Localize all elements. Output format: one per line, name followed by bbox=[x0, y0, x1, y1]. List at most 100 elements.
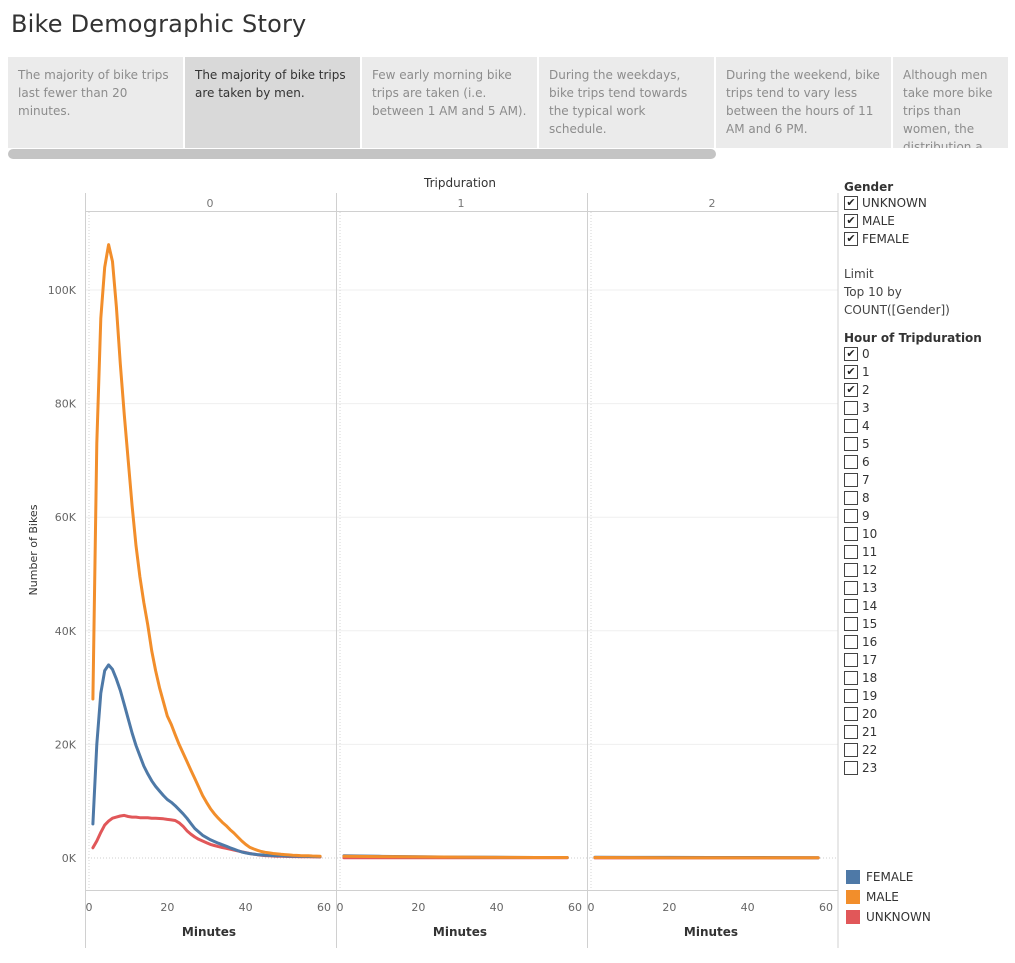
chart-title: Tripduration bbox=[423, 176, 496, 190]
legend-item-female[interactable]: FEMALE bbox=[846, 867, 931, 887]
hour-option-18[interactable]: 18 bbox=[844, 669, 1012, 687]
hour-option-21[interactable]: 21 bbox=[844, 723, 1012, 741]
checkbox[interactable] bbox=[844, 473, 858, 487]
gender-option-female[interactable]: ✔ FEMALE bbox=[844, 230, 1012, 248]
checkbox-label: MALE bbox=[862, 214, 895, 228]
hour-option-23[interactable]: 23 bbox=[844, 759, 1012, 777]
checkbox[interactable] bbox=[844, 653, 858, 667]
limit-line: Top 10 by bbox=[844, 285, 902, 299]
gender-filter-title: Gender bbox=[844, 180, 894, 194]
hour-option-19[interactable]: 19 bbox=[844, 687, 1012, 705]
checkbox-label: UNKNOWN bbox=[862, 196, 927, 210]
checkbox[interactable]: ✔ bbox=[844, 383, 858, 397]
story-scrollbar[interactable] bbox=[8, 149, 716, 159]
story-point-3[interactable]: Few early morning bike trips are taken (… bbox=[362, 57, 537, 148]
story-point-text: The majority of bike trips are taken by … bbox=[195, 68, 346, 100]
story-point-4[interactable]: During the weekdays, bike trips tend tow… bbox=[539, 57, 714, 148]
hour-option-5[interactable]: 5 bbox=[844, 435, 1012, 453]
checkbox-label: FEMALE bbox=[862, 232, 910, 246]
x-tick-label: 60 bbox=[819, 901, 833, 914]
checkbox[interactable] bbox=[844, 707, 858, 721]
checkbox[interactable] bbox=[844, 491, 858, 505]
story-point-2[interactable]: The majority of bike trips are taken by … bbox=[185, 57, 360, 148]
checkbox[interactable] bbox=[844, 761, 858, 775]
checkbox[interactable] bbox=[844, 401, 858, 415]
hour-option-16[interactable]: 16 bbox=[844, 633, 1012, 651]
checkbox[interactable]: ✔ bbox=[844, 214, 858, 228]
checkbox[interactable] bbox=[844, 509, 858, 523]
checkbox-label: 6 bbox=[862, 455, 870, 469]
hour-option-3[interactable]: 3 bbox=[844, 399, 1012, 417]
hour-option-11[interactable]: 11 bbox=[844, 543, 1012, 561]
legend-label: MALE bbox=[866, 890, 899, 904]
story-point-5[interactable]: During the weekend, bike trips tend to v… bbox=[716, 57, 891, 148]
hour-option-9[interactable]: 9 bbox=[844, 507, 1012, 525]
hour-option-4[interactable]: 4 bbox=[844, 417, 1012, 435]
hour-option-10[interactable]: 10 bbox=[844, 525, 1012, 543]
hour-option-14[interactable]: 14 bbox=[844, 597, 1012, 615]
checkbox[interactable] bbox=[844, 743, 858, 757]
checkbox[interactable] bbox=[844, 563, 858, 577]
y-tick-label: 0K bbox=[62, 852, 77, 865]
x-axis-label: Minutes bbox=[684, 925, 738, 939]
checkbox[interactable] bbox=[844, 617, 858, 631]
checkbox-label: 7 bbox=[862, 473, 870, 487]
panel-frames bbox=[85, 193, 839, 948]
hour-option-20[interactable]: 20 bbox=[844, 705, 1012, 723]
legend-swatch bbox=[846, 890, 860, 904]
checkbox[interactable] bbox=[844, 437, 858, 451]
hour-option-22[interactable]: 22 bbox=[844, 741, 1012, 759]
hour-option-13[interactable]: 13 bbox=[844, 579, 1012, 597]
legend-label: UNKNOWN bbox=[866, 910, 931, 924]
checkbox-label: 13 bbox=[862, 581, 878, 595]
hour-option-15[interactable]: 15 bbox=[844, 615, 1012, 633]
legend-item-male[interactable]: MALE bbox=[846, 887, 931, 907]
legend-label: FEMALE bbox=[866, 870, 914, 884]
gender-option-unknown[interactable]: ✔ UNKNOWN bbox=[844, 194, 1012, 212]
x-tick-label: 40 bbox=[741, 901, 755, 914]
hour-option-6[interactable]: 6 bbox=[844, 453, 1012, 471]
legend-swatch bbox=[846, 870, 860, 884]
story-navigator: The majority of bike trips last fewer th… bbox=[8, 57, 1008, 148]
checkbox-label: 20 bbox=[862, 707, 878, 721]
checkbox-label: 22 bbox=[862, 743, 878, 757]
hour-option-1[interactable]: ✔ 1 bbox=[844, 363, 1012, 381]
checkbox-label: 4 bbox=[862, 419, 870, 433]
checkbox[interactable]: ✔ bbox=[844, 365, 858, 379]
hour-option-0[interactable]: ✔ 0 bbox=[844, 345, 1012, 363]
checkbox[interactable] bbox=[844, 455, 858, 469]
checkbox-label: 23 bbox=[862, 761, 878, 775]
gender-option-male[interactable]: ✔ MALE bbox=[844, 212, 1012, 230]
x-tick-label: 0 bbox=[588, 901, 595, 914]
checkbox[interactable] bbox=[844, 527, 858, 541]
hour-option-8[interactable]: 8 bbox=[844, 489, 1012, 507]
x-axis-label: Minutes bbox=[433, 925, 487, 939]
checkbox[interactable]: ✔ bbox=[844, 196, 858, 210]
limit-line: COUNT([Gender]) bbox=[844, 303, 950, 317]
checkbox[interactable] bbox=[844, 545, 858, 559]
grid-layer bbox=[85, 212, 838, 890]
y-axis-label: Number of Bikes bbox=[27, 504, 40, 595]
hour-option-12[interactable]: 12 bbox=[844, 561, 1012, 579]
checkbox[interactable] bbox=[844, 689, 858, 703]
checkbox[interactable]: ✔ bbox=[844, 347, 858, 361]
checkbox[interactable] bbox=[844, 581, 858, 595]
hour-option-7[interactable]: 7 bbox=[844, 471, 1012, 489]
checkbox[interactable] bbox=[844, 599, 858, 613]
gender-filter-list: ✔ UNKNOWN ✔ MALE ✔ FEMALE bbox=[844, 194, 1012, 248]
limit-note: Limit Top 10 by COUNT([Gender]) bbox=[844, 265, 1012, 319]
story-point-1[interactable]: The majority of bike trips last fewer th… bbox=[8, 57, 183, 148]
checkbox[interactable]: ✔ bbox=[844, 232, 858, 246]
hour-option-17[interactable]: 17 bbox=[844, 651, 1012, 669]
story-point-text: During the weekdays, bike trips tend tow… bbox=[549, 68, 688, 136]
x-tick-label: 20 bbox=[662, 901, 676, 914]
panel-header: 2 bbox=[709, 197, 716, 210]
legend-item-unknown[interactable]: UNKNOWN bbox=[846, 907, 931, 927]
checkbox[interactable] bbox=[844, 635, 858, 649]
story-point-6[interactable]: Although men take more bike trips than w… bbox=[893, 57, 1008, 148]
checkbox[interactable] bbox=[844, 725, 858, 739]
checkbox[interactable] bbox=[844, 419, 858, 433]
checkbox[interactable] bbox=[844, 671, 858, 685]
hour-option-2[interactable]: ✔ 2 bbox=[844, 381, 1012, 399]
checkbox-label: 21 bbox=[862, 725, 878, 739]
